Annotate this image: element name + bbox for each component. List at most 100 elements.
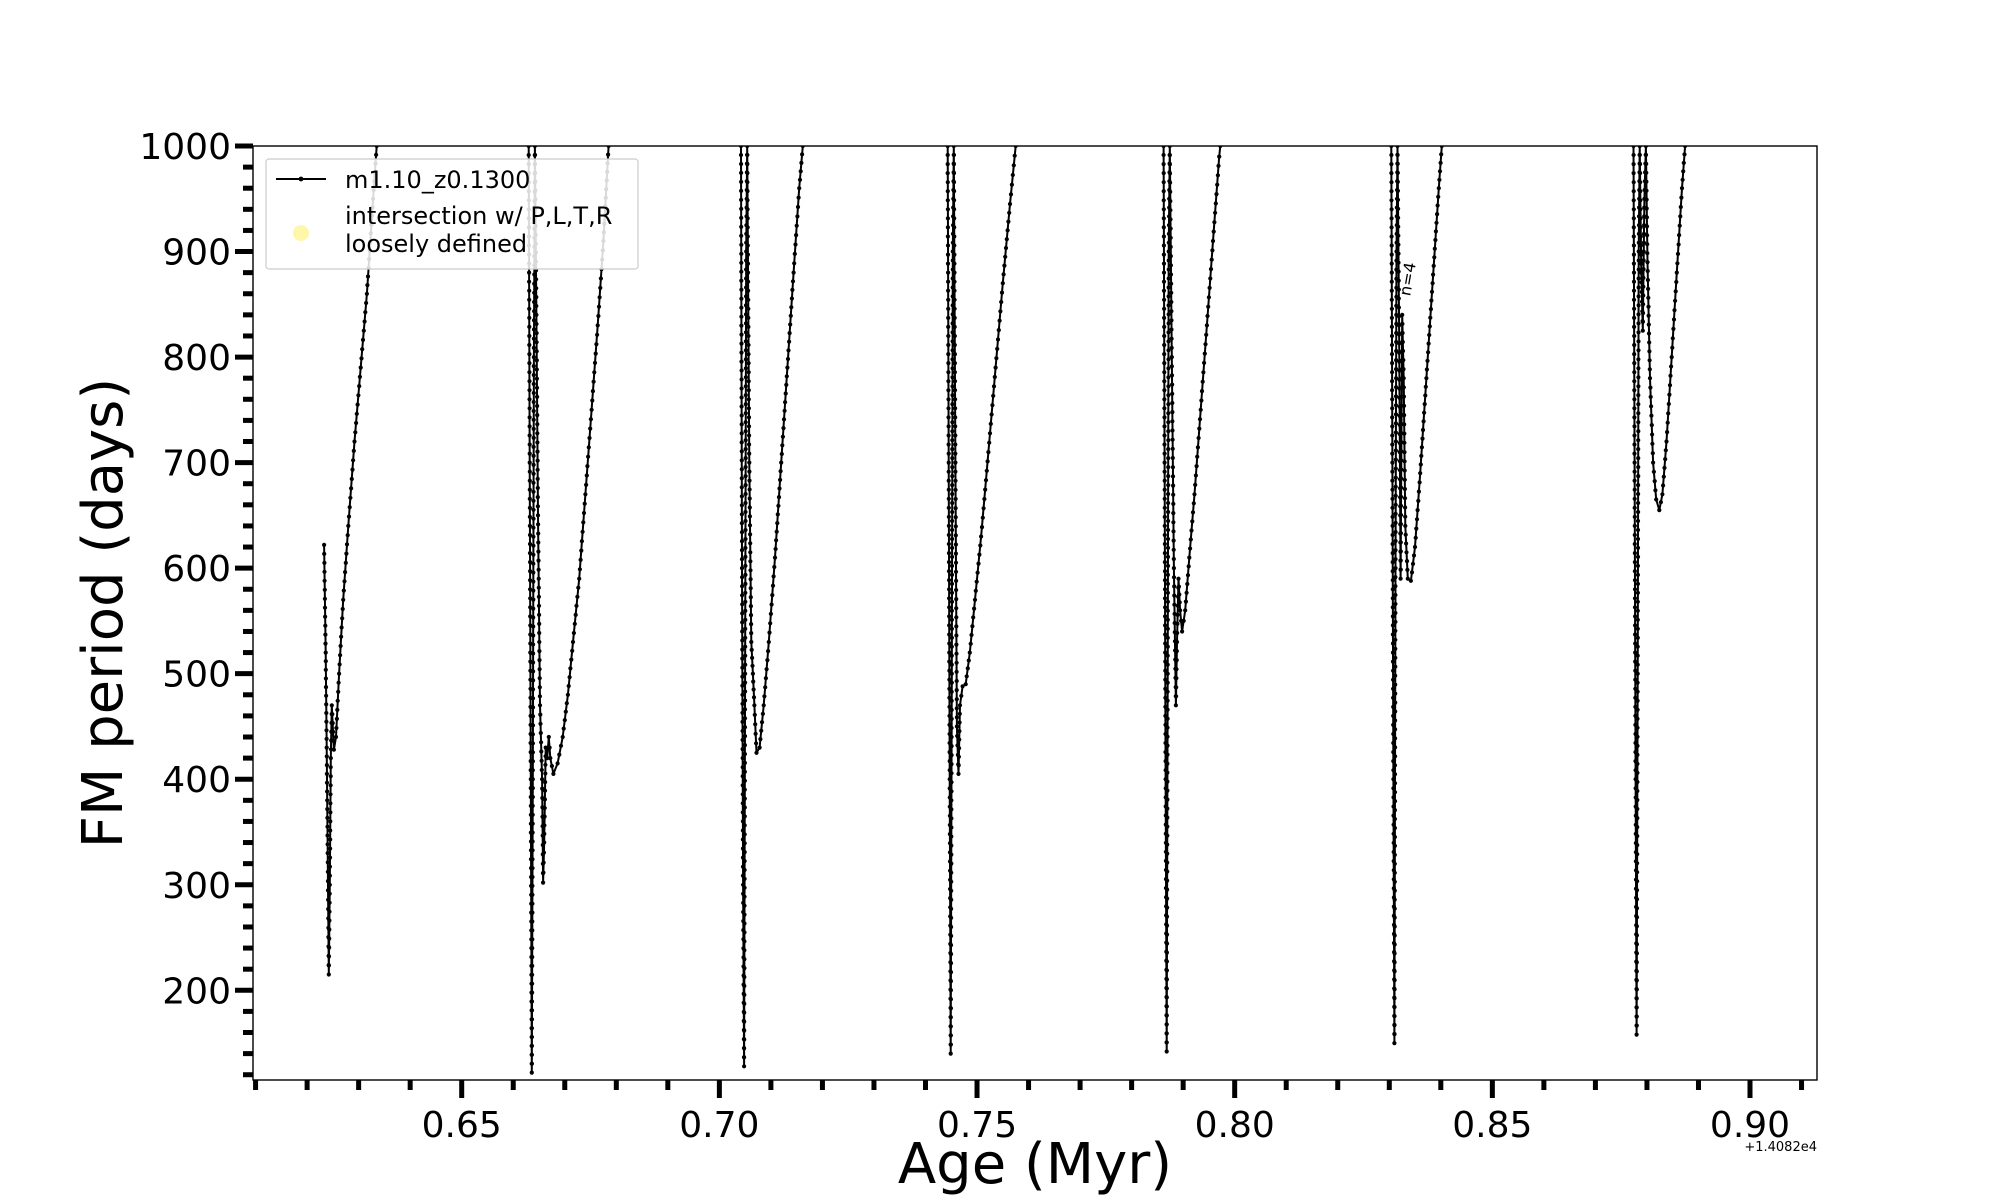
series-point <box>1168 263 1173 268</box>
series-point <box>767 630 772 635</box>
series-point <box>740 774 745 779</box>
series-point <box>1635 608 1640 613</box>
series-point <box>1166 500 1171 506</box>
series-point <box>792 251 797 256</box>
series-point <box>1200 379 1205 384</box>
series-point <box>739 188 744 193</box>
series-point <box>1174 639 1180 645</box>
series-point <box>747 433 752 438</box>
series-point <box>745 234 750 239</box>
series-point <box>1161 198 1166 203</box>
y-tick-label: 400 <box>162 760 231 801</box>
series-point <box>1391 731 1396 737</box>
series-point <box>1634 1014 1639 1019</box>
series-point <box>742 841 747 846</box>
series-point <box>742 796 747 801</box>
series-point <box>532 299 537 305</box>
series-point <box>1162 514 1167 520</box>
series-point <box>945 243 951 248</box>
series-point <box>1396 242 1401 247</box>
series-point <box>1170 391 1175 396</box>
series-point <box>1635 617 1640 622</box>
series-point <box>747 442 752 447</box>
series-point <box>529 1034 535 1040</box>
series-point <box>1672 308 1677 313</box>
series-point <box>1170 400 1175 406</box>
series-point <box>530 705 536 710</box>
series-point <box>999 290 1005 295</box>
series-point <box>1202 360 1207 365</box>
series-point <box>1168 244 1173 249</box>
series-point <box>1638 189 1643 194</box>
series-point <box>1395 188 1400 193</box>
series-point <box>1390 478 1395 483</box>
series-point <box>744 276 749 281</box>
series-point <box>947 686 952 691</box>
series-point <box>1162 496 1167 501</box>
series-point <box>956 771 961 777</box>
series-point <box>1675 251 1681 256</box>
series-point <box>1632 315 1637 320</box>
series-point <box>948 1006 954 1011</box>
series-point <box>527 342 532 348</box>
series-point <box>952 189 957 194</box>
series-point <box>743 545 748 551</box>
series-point <box>532 309 537 314</box>
series-point <box>1635 806 1640 812</box>
series-point <box>947 731 952 737</box>
series-point <box>1389 324 1394 329</box>
series-point <box>759 720 765 725</box>
series-point <box>950 536 955 542</box>
series-point <box>354 420 359 426</box>
series-point <box>951 171 957 176</box>
series-point <box>743 483 748 488</box>
series-point <box>954 706 959 711</box>
series-point <box>331 729 336 735</box>
series-point <box>537 612 542 618</box>
series-point <box>1392 799 1398 804</box>
series-point <box>753 731 758 736</box>
series-point <box>529 1008 535 1013</box>
series-point <box>1162 442 1167 447</box>
series-point <box>950 357 955 362</box>
series-point <box>749 647 754 653</box>
series-point <box>950 411 955 416</box>
series-point <box>1393 646 1398 651</box>
series-point <box>945 252 951 257</box>
series-point <box>346 523 351 529</box>
series-point <box>949 599 955 604</box>
series-point <box>329 703 334 708</box>
series-point <box>779 451 784 457</box>
series-point <box>1402 413 1407 418</box>
series-point <box>950 276 955 281</box>
series-point <box>1678 214 1683 219</box>
series-point <box>742 992 747 998</box>
series-point <box>1648 385 1653 390</box>
series-point <box>743 411 748 416</box>
series-point <box>948 1015 953 1020</box>
series-point <box>742 1064 747 1069</box>
series-point <box>1639 289 1644 295</box>
series-point <box>1172 584 1177 589</box>
series-point <box>1638 198 1643 203</box>
series-point <box>739 422 744 427</box>
series-point <box>1396 278 1401 283</box>
series-point <box>946 397 951 402</box>
series-point <box>1391 768 1396 773</box>
y-tick-label: 600 <box>162 549 231 590</box>
series-point <box>1426 350 1431 355</box>
series-point <box>1641 258 1646 263</box>
series-point <box>773 546 778 552</box>
series-point <box>950 402 955 407</box>
series-point <box>1210 238 1216 244</box>
series-point <box>1165 635 1170 640</box>
series-point <box>1162 370 1167 375</box>
series-point <box>1393 736 1398 741</box>
series-point <box>754 750 759 755</box>
series-point <box>530 741 536 746</box>
series-point <box>1164 932 1170 937</box>
series-point <box>946 496 951 501</box>
series-point <box>957 711 962 717</box>
series-point <box>1393 439 1398 444</box>
series-point <box>1164 923 1170 928</box>
